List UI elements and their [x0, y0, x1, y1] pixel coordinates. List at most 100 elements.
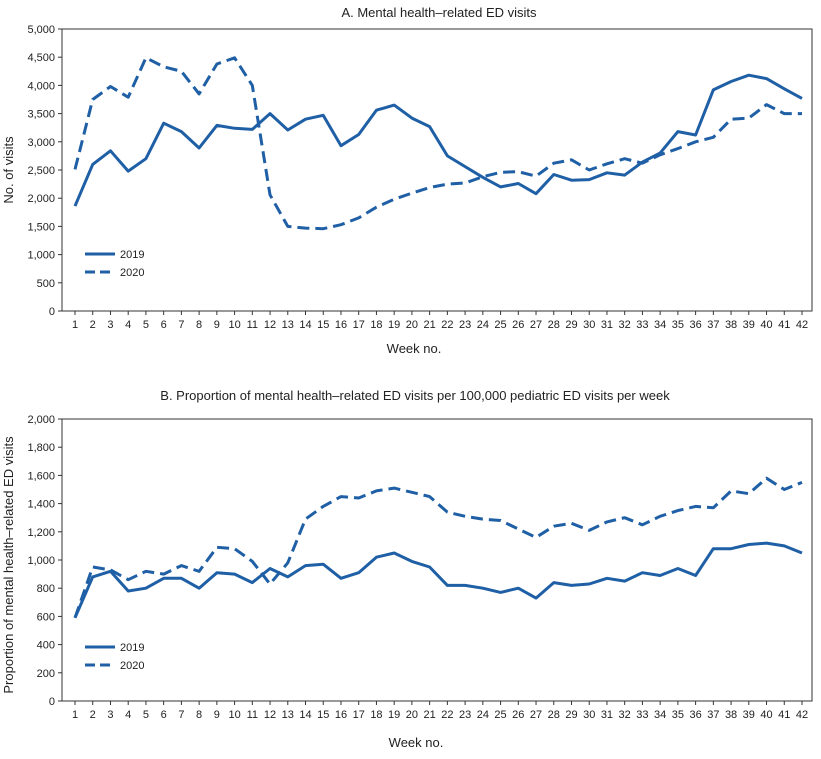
panel-b-x-tick-label: 37: [707, 709, 719, 721]
panel-a-x-tick-label: 21: [424, 319, 436, 331]
panel-a-y-tick-label: 3,500: [27, 109, 55, 121]
panel-a-y-tick-label: 2,500: [27, 165, 55, 177]
panel-b-x-tick-label: 23: [459, 709, 471, 721]
panel-b-x-tick-label: 25: [494, 709, 506, 721]
panel-b-y-tick-label: 1,400: [27, 499, 55, 511]
panel-a-y-tick-label: 5,000: [27, 24, 55, 36]
panel-b-x-tick-label: 3: [107, 709, 113, 721]
panel-a-x-axis-label: Week no.: [387, 341, 442, 356]
panel-a-x-tick-label: 15: [317, 319, 329, 331]
panel-a-x-tick-label: 8: [196, 319, 202, 331]
panel-a-x-tick-label: 22: [441, 319, 453, 331]
panel-b-series-2020-line: [73, 476, 803, 619]
panel-b-x-tick-label: 42: [796, 709, 808, 721]
panel-a-plot-frame: [61, 28, 813, 312]
panel-b-x-tick-label: 36: [689, 709, 701, 721]
panel-b-title: B. Proportion of mental health–related E…: [160, 388, 670, 403]
panel-a-x-tick-label: 34: [654, 319, 666, 331]
panel-a-title: A. Mental health–related ED visits: [341, 5, 537, 20]
panel-b-x-tick-label: 1: [72, 709, 78, 721]
panel-a-x-tick-label: 13: [282, 319, 294, 331]
panel-a-y-tick-label: 4,500: [27, 52, 55, 64]
panel-b-x-tick-label: 33: [636, 709, 648, 721]
panel-b-x-tick-label: 5: [143, 709, 149, 721]
panel-a-x-tick-label: 9: [214, 319, 220, 331]
panel-a-x-tick-label: 35: [672, 319, 684, 331]
panel-a-x-tick-label: 41: [778, 319, 790, 331]
panel-a-chart: A. Mental health–related ED visits Week …: [1, 5, 813, 356]
panel-a-x-tick-label: 16: [335, 319, 347, 331]
panel-b-y-axis-label: Proportion of mental health–related ED v…: [1, 436, 16, 694]
panel-b-x-tick-label: 18: [370, 709, 382, 721]
panel-a-x-tick-label: 29: [565, 319, 577, 331]
panel-a-x-tick-label: 42: [796, 319, 808, 331]
panel-a-x-tick-label: 18: [370, 319, 382, 331]
panel-b-y-tick-label: 400: [37, 640, 55, 652]
panel-b-x-tick-label: 20: [406, 709, 418, 721]
panel-b-x-tick-label: 16: [335, 709, 347, 721]
panel-b-x-tick-label: 2: [90, 709, 96, 721]
panel-b-x-tick-label: 8: [196, 709, 202, 721]
panel-b-x-tick-label: 11: [247, 709, 258, 721]
panel-a-series-2019-line: [73, 73, 803, 207]
panel-a-x-tick-label: 17: [353, 319, 365, 331]
panel-a-x-tick-label: 4: [125, 319, 131, 331]
panel-a-x-tick-label: 2: [90, 319, 96, 331]
panel-a-y-tick-label: 4,000: [27, 80, 55, 92]
panel-b-x-tick-label: 10: [228, 709, 240, 721]
panel-a-x-tick-label: 25: [494, 319, 506, 331]
panel-b-x-tick-label: 13: [282, 709, 294, 721]
panel-a-x-tick-label: 38: [725, 319, 737, 331]
panel-a-x-tick-label: 14: [299, 319, 311, 331]
panel-a-y-tick-label: 3,000: [27, 137, 55, 149]
panel-b-x-tick-label: 31: [601, 709, 613, 721]
panel-a-x-tick-label: 1: [72, 319, 78, 331]
panel-b-legend-label-2020: 2020: [120, 660, 144, 672]
panel-a-x-tick-label: 31: [601, 319, 613, 331]
panel-b-x-tick-label: 24: [477, 709, 489, 721]
panel-b-y-tick-label: 1,200: [27, 527, 55, 539]
panel-b-series-2019-line: [73, 541, 803, 619]
panel-a-legend-label-2019: 2019: [120, 249, 144, 261]
panel-b-plot-frame: [61, 418, 813, 702]
panel-b-y-tick-label: 1,600: [27, 470, 55, 482]
panel-a-x-tick-label: 5: [143, 319, 149, 331]
panel-b-y-tick-label: 2,000: [27, 414, 55, 426]
panel-a-x-tick-label: 6: [161, 319, 167, 331]
panel-a-series-2020-line: [73, 56, 802, 231]
panel-a-x-tick-label: 7: [178, 319, 184, 331]
panel-a-x-tick-label: 39: [743, 319, 755, 331]
panel-b-y-tick-label: 1,000: [27, 555, 55, 567]
panel-b-x-tick-label: 34: [654, 709, 666, 721]
panel-b-x-tick-label: 32: [619, 709, 631, 721]
panel-a-x-tick-label: 32: [619, 319, 631, 331]
panel-b-x-tick-label: 35: [672, 709, 684, 721]
panel-b-x-tick-label: 26: [512, 709, 524, 721]
panel-a-x-tick-label: 12: [264, 319, 276, 331]
panel-b-x-tick-label: 4: [125, 709, 131, 721]
panel-a-x-tick-label: 3: [107, 319, 113, 331]
panel-a-x-tick-label: 40: [760, 319, 772, 331]
panel-b-x-tick-label: 21: [424, 709, 436, 721]
panel-b-x-tick-label: 38: [725, 709, 737, 721]
panel-b-x-tick-label: 6: [161, 709, 167, 721]
panel-b-x-tick-label: 41: [778, 709, 790, 721]
panel-a-x-tick-label: 33: [636, 319, 648, 331]
panel-b-x-tick-label: 7: [178, 709, 184, 721]
panel-b-x-tick-label: 28: [548, 709, 560, 721]
panel-b-y-tick-label: 1,800: [27, 442, 55, 454]
panel-b-x-tick-label: 29: [565, 709, 577, 721]
panel-a-x-tick-label: 24: [477, 319, 489, 331]
panel-a-y-tick-label: 1,000: [27, 250, 55, 262]
panel-b-x-tick-label: 14: [299, 709, 311, 721]
panel-b-x-tick-label: 9: [214, 709, 220, 721]
panel-b-x-tick-label: 19: [388, 709, 400, 721]
panel-a-y-tick-label: 2,000: [27, 193, 55, 205]
panel-a-x-tick-label: 28: [548, 319, 560, 331]
panel-b-x-tick-label: 15: [317, 709, 329, 721]
panel-a-x-tick-label: 19: [388, 319, 400, 331]
panel-a-x-tick-label: 36: [689, 319, 701, 331]
panel-b-chart: B. Proportion of mental health–related E…: [1, 388, 813, 750]
panel-a-y-tick-label: 500: [37, 278, 55, 290]
